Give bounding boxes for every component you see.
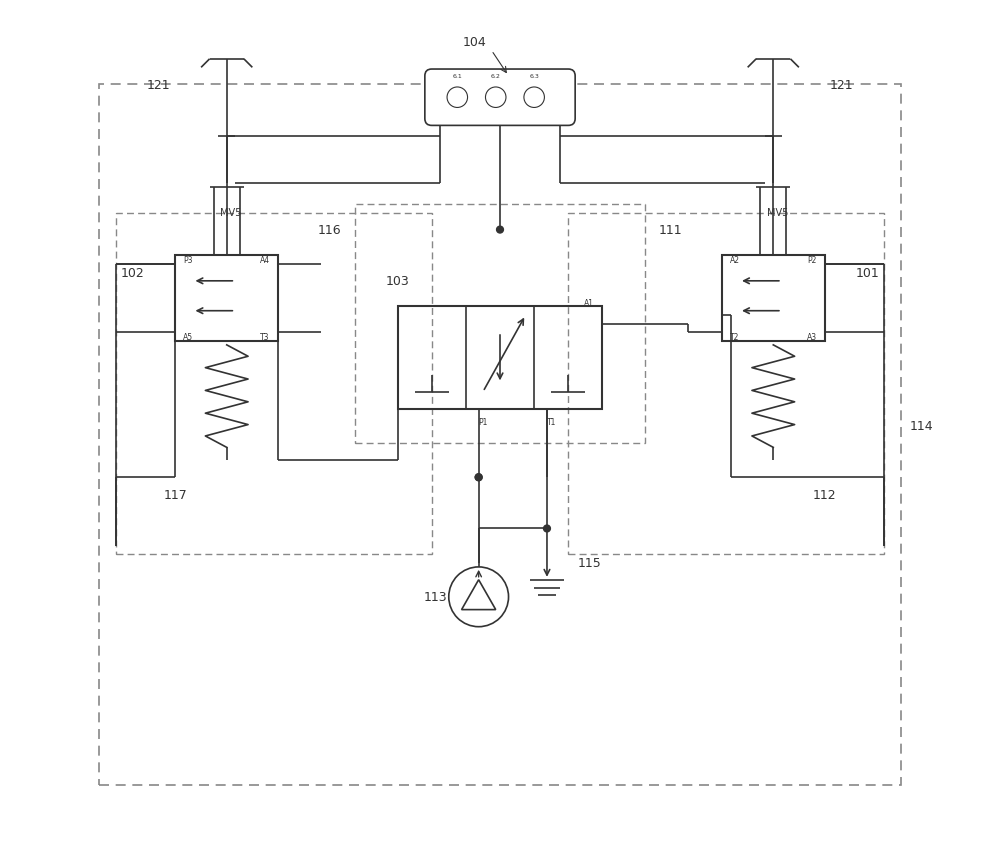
Text: 114: 114: [910, 420, 934, 433]
Bar: [175, 256, 278, 341]
Circle shape: [497, 227, 503, 234]
Text: A1: A1: [584, 299, 594, 307]
FancyBboxPatch shape: [425, 70, 575, 126]
Circle shape: [475, 474, 482, 481]
Text: A2: A2: [730, 256, 740, 264]
Text: 112: 112: [813, 488, 836, 502]
Text: 121: 121: [830, 78, 853, 92]
Text: MV5: MV5: [767, 208, 788, 218]
Circle shape: [449, 567, 509, 627]
Text: 121: 121: [147, 78, 170, 92]
Text: P3: P3: [184, 256, 193, 264]
Text: T2: T2: [730, 333, 740, 341]
Text: 101: 101: [855, 266, 879, 280]
Polygon shape: [462, 580, 496, 610]
Text: 116: 116: [317, 223, 341, 237]
Text: MV5: MV5: [220, 208, 242, 218]
Text: 6.1: 6.1: [452, 74, 462, 79]
Circle shape: [544, 525, 550, 532]
Text: P1: P1: [478, 418, 488, 426]
Text: T3: T3: [260, 333, 270, 341]
Text: 115: 115: [578, 556, 602, 570]
Circle shape: [447, 88, 468, 108]
Bar: [355, 205, 645, 444]
Circle shape: [485, 88, 506, 108]
Circle shape: [524, 88, 544, 108]
Text: A5: A5: [183, 333, 193, 341]
Text: 104: 104: [463, 36, 486, 49]
Bar: [398, 307, 602, 409]
Text: 103: 103: [386, 275, 409, 288]
Bar: [99, 85, 901, 785]
Text: P2: P2: [807, 256, 816, 264]
Text: A3: A3: [807, 333, 817, 341]
Text: 111: 111: [659, 223, 683, 237]
Bar: [722, 256, 825, 341]
Text: 113: 113: [424, 590, 448, 604]
Bar: [568, 213, 884, 554]
Text: A4: A4: [260, 256, 270, 264]
Text: 6.3: 6.3: [529, 74, 539, 79]
Text: 117: 117: [164, 488, 187, 502]
Text: 6.2: 6.2: [491, 74, 501, 79]
Text: 102: 102: [121, 266, 145, 280]
Circle shape: [475, 474, 482, 481]
Text: T1: T1: [547, 418, 556, 426]
Bar: [116, 213, 432, 554]
